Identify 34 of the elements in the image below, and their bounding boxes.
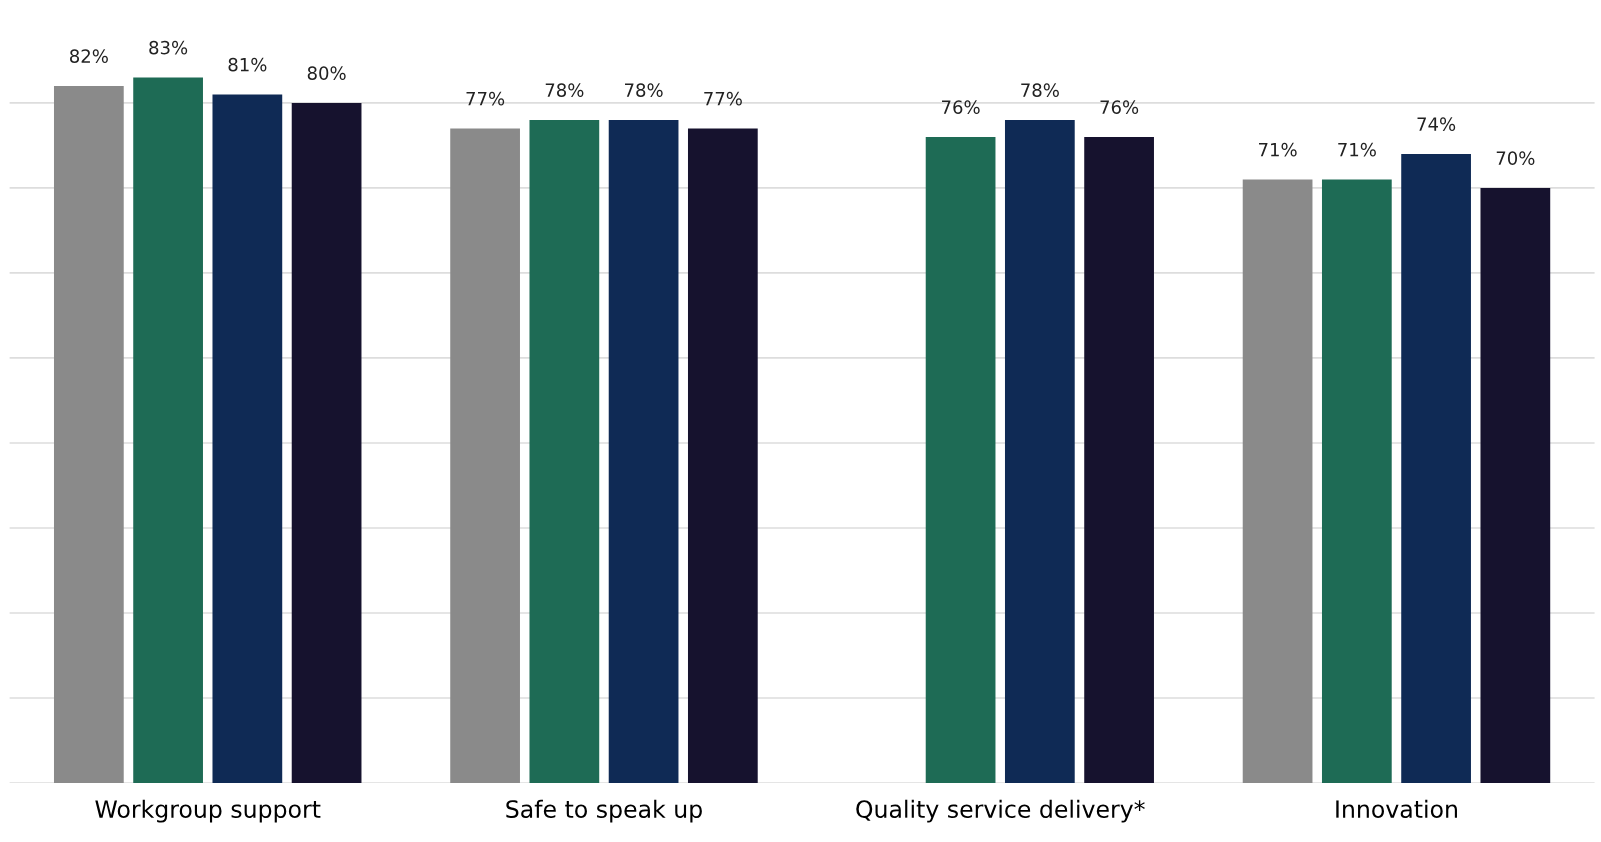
bar [1480,187,1551,784]
data-label: 76% [1100,100,1139,114]
bar [1084,136,1154,784]
data-label: 71% [1338,142,1376,157]
x-tick-label: Innovation [1336,799,1457,818]
bar [1401,153,1471,784]
bar [608,119,679,784]
x-tick-label: Workgroup support [95,799,321,823]
x-tick-label: Quality service delivery* [856,799,1145,823]
x-tick-label: Safe to speak up [506,799,702,823]
data-label: 71% [1259,142,1297,157]
bar [687,128,758,784]
data-label: 77% [466,91,505,106]
bar [925,136,996,784]
data-label: 74% [1417,117,1456,131]
data-label: 77% [704,91,742,106]
bar [529,119,600,784]
bar [1321,179,1392,784]
data-label: 80% [307,66,346,80]
data-label: 78% [545,83,584,97]
data-label: 82% [70,49,108,63]
bar [133,77,203,784]
data-label: 83% [149,40,188,55]
data-label: 70% [1496,151,1535,165]
data-label: 76% [942,100,980,114]
bar [450,128,520,784]
bar [291,102,362,784]
bar [53,85,124,784]
bar [212,94,283,784]
bar [1242,179,1313,784]
bar [1004,119,1075,784]
data-label: 78% [625,83,663,97]
data-label: 78% [1021,83,1059,97]
data-label: 81% [228,57,267,72]
